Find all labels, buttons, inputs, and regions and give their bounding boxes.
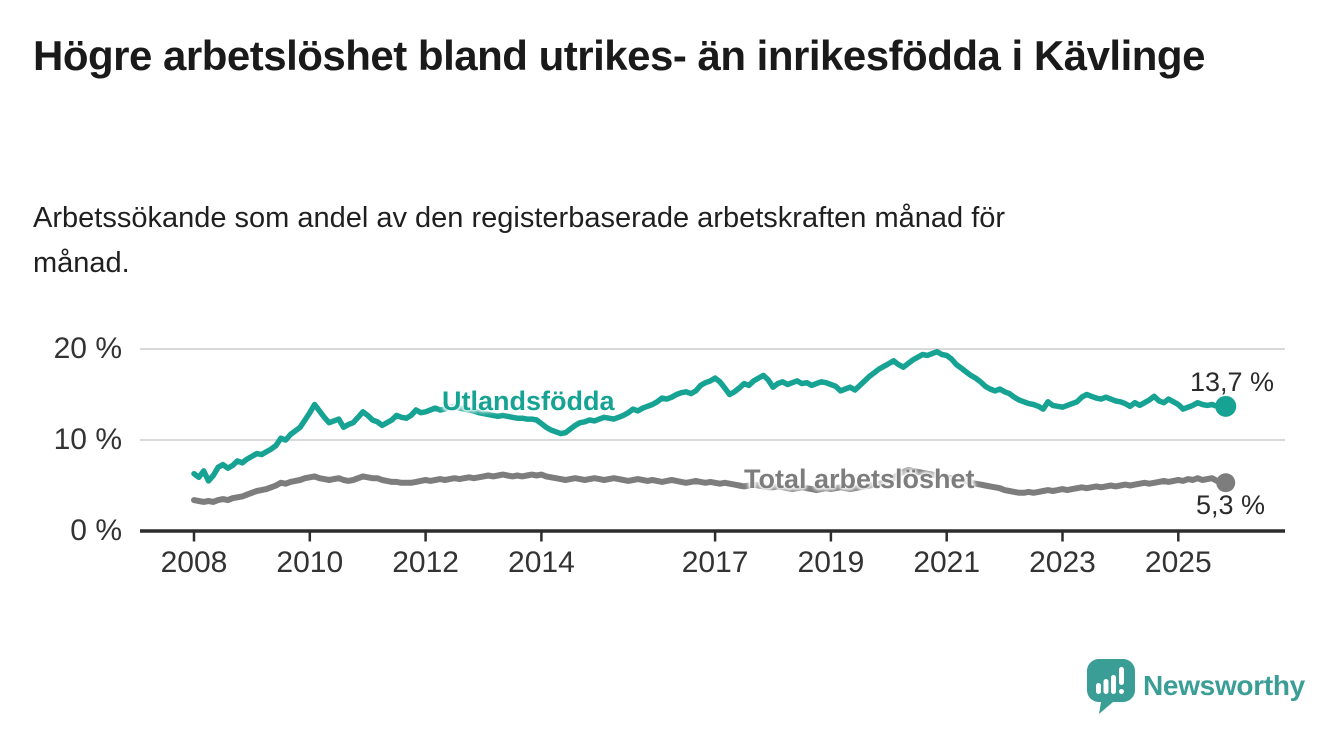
end-dot-total <box>1216 473 1236 493</box>
end-value-label-total: 5,3 % <box>1196 490 1266 520</box>
x-axis-tick-label: 2025 <box>1144 546 1212 579</box>
y-axis-tick-label: 0 % <box>70 514 122 547</box>
page-title: Högre arbetslöshet bland utrikes- än inr… <box>33 32 1205 79</box>
series-label-utlandsfodda: Utlandsfödda <box>442 386 615 416</box>
line-total <box>191 467 1225 505</box>
newsworthy-brand: Newsworthy <box>1087 658 1305 714</box>
x-axis-tick-label: 2019 <box>797 546 865 579</box>
x-axis-tick-label: 2008 <box>160 546 228 579</box>
y-axis-tick-label: 10 % <box>53 423 122 456</box>
x-axis-tick-label: 2014 <box>508 546 575 579</box>
x-axis-tick-label: 2021 <box>913 546 981 579</box>
end-value-label-utlandsfodda: 13,7 % <box>1190 367 1275 397</box>
end-dot-utlandsfodda <box>1215 395 1237 417</box>
x-axis-tick-label: 2017 <box>681 546 749 579</box>
chart-subtitle: Arbetssökande som andel av den registerb… <box>33 202 1006 279</box>
newsworthy-logo-text: Newsworthy <box>1143 670 1305 701</box>
x-axis-tick-label: 2023 <box>1029 546 1096 579</box>
line-utlandsfodda <box>191 348 1225 484</box>
bar-chart-speech-bubble-icon <box>1087 659 1135 714</box>
series-label-total: Total arbetslöshet <box>744 464 975 494</box>
y-axis-tick-label: 20 % <box>53 332 122 365</box>
x-axis-tick-label: 2010 <box>276 546 344 579</box>
x-axis-tick-label: 2012 <box>392 546 459 579</box>
